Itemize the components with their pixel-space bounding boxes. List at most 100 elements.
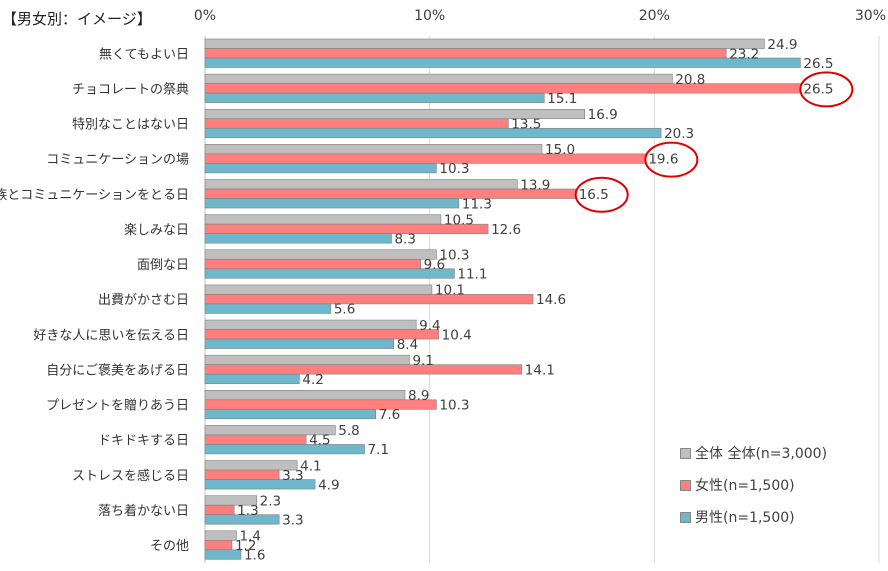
x-axis-ticks: 0% 10% 20% 30% <box>194 8 886 24</box>
bar-2-6 <box>204 268 455 279</box>
value-label-2-8: 8.4 <box>397 337 418 353</box>
value-label-1-1: 26.5 <box>803 81 833 97</box>
value-label-1-2: 13.5 <box>511 117 541 133</box>
value-label-0-14: 1.4 <box>239 529 260 545</box>
bar-1-1 <box>204 83 801 94</box>
highlight-circles <box>574 71 854 213</box>
value-label-0-2: 16.9 <box>588 107 618 123</box>
value-label-1-6: 9.6 <box>424 257 445 273</box>
legend: 全体 全体(n=3,000) 女性(n=1,500) 男性(n=1,500) <box>680 437 827 533</box>
category-label: その他 <box>150 539 189 554</box>
bar-1-7 <box>204 294 534 305</box>
value-label-1-7: 14.6 <box>536 292 566 308</box>
category-label: 出費がかさむ日 <box>98 293 189 308</box>
tick-label-10: 10% <box>414 8 445 24</box>
category-labels: 無くてもよい日チョコレートの祭典特別なことはない日コミュニケーションの場家族とコ… <box>0 47 189 554</box>
bar-2-7 <box>204 303 332 314</box>
value-label-2-9: 4.2 <box>302 372 323 388</box>
bar-2-9 <box>204 373 300 384</box>
value-label-0-0: 24.9 <box>767 37 797 53</box>
category-label: 落ち着かない日 <box>98 503 189 519</box>
bar-1-9 <box>204 364 523 375</box>
value-label-0-12: 4.1 <box>300 458 321 474</box>
value-label-0-9: 9.1 <box>412 353 433 369</box>
value-label-1-5: 12.6 <box>491 222 521 238</box>
bar-1-13 <box>204 504 235 515</box>
value-label-0-11: 5.8 <box>338 423 359 439</box>
value-label-2-11: 7.1 <box>368 442 389 458</box>
value-label-2-4: 11.3 <box>462 196 492 212</box>
legend-label-all: 全体 全体(n=3,000) <box>695 446 828 462</box>
value-label-2-0: 26.5 <box>803 56 833 72</box>
highlight-circle-1 <box>644 141 699 178</box>
bar-2-10 <box>204 408 377 420</box>
category-label: プレゼントを贈りあう日 <box>46 398 189 414</box>
legend-swatch-all <box>680 447 691 459</box>
bar-1-12 <box>204 469 280 480</box>
value-labels: 24.920.816.915.013.910.510.310.19.49.18.… <box>235 37 833 564</box>
value-label-2-5: 8.3 <box>394 231 415 247</box>
bar-2-2 <box>204 127 662 139</box>
bar-2-11 <box>204 444 365 455</box>
bar-0-10 <box>204 389 406 401</box>
value-label-1-14: 1.2 <box>235 538 256 554</box>
bar-2-5 <box>204 233 392 244</box>
value-label-1-11: 4.5 <box>309 433 330 449</box>
category-label: 自分にご褒美をあげる日 <box>46 362 189 378</box>
value-label-2-13: 3.3 <box>282 512 303 528</box>
category-label: チョコレートの祭典 <box>72 82 189 97</box>
value-label-1-8: 10.4 <box>442 327 472 343</box>
value-label-2-2: 20.3 <box>664 126 694 142</box>
bar-0-3 <box>204 144 543 155</box>
value-label-1-13: 1.3 <box>237 503 258 519</box>
legend-swatch-female <box>680 479 691 491</box>
value-label-2-1: 15.1 <box>547 91 577 107</box>
value-label-0-7: 10.1 <box>435 283 465 299</box>
legend-item-all: 全体 全体(n=3,000) <box>680 437 827 469</box>
chart-title: 【男女別：イメージ】 <box>2 10 152 28</box>
bar-0-7 <box>204 284 433 295</box>
category-label: 楽しみな日 <box>124 222 189 238</box>
bar-1-6 <box>204 258 421 270</box>
category-label: 家族とコミュニケーションをとる日 <box>0 187 189 203</box>
value-label-0-8: 9.4 <box>419 318 440 334</box>
value-label-1-12: 3.3 <box>282 468 303 484</box>
value-label-1-3: 19.6 <box>648 152 678 168</box>
bar-0-6 <box>204 249 437 260</box>
bars <box>204 38 801 560</box>
value-label-0-4: 13.9 <box>520 177 550 193</box>
bar-2-13 <box>204 514 280 525</box>
value-label-1-0: 23.2 <box>729 46 759 62</box>
bar-1-14 <box>204 540 233 551</box>
value-label-2-12: 4.9 <box>318 477 339 493</box>
value-label-0-1: 20.8 <box>675 72 705 88</box>
bar-2-14 <box>204 549 242 560</box>
category-label: コミュニケーションの場 <box>46 153 189 168</box>
legend-swatch-male <box>680 511 691 523</box>
bar-2-0 <box>204 57 801 68</box>
category-label: ドキドキする日 <box>98 434 189 449</box>
bar-2-8 <box>204 338 395 349</box>
legend-item-female: 女性(n=1,500) <box>680 469 827 501</box>
value-label-2-7: 5.6 <box>334 302 355 318</box>
value-label-1-10: 10.3 <box>439 398 469 414</box>
value-label-2-6: 11.1 <box>457 267 487 283</box>
category-label: 特別なことはない日 <box>72 118 189 133</box>
bar-2-1 <box>204 92 545 103</box>
category-label: ストレスを感じる日 <box>72 468 189 484</box>
bar-0-9 <box>204 354 410 365</box>
legend-label-female: 女性(n=1,500) <box>695 478 795 494</box>
highlight-circle-2 <box>574 176 629 213</box>
value-label-0-5: 10.5 <box>444 212 474 228</box>
value-label-0-3: 15.0 <box>545 142 575 158</box>
bar-2-3 <box>204 163 437 174</box>
category-label: 無くてもよい日 <box>99 47 189 62</box>
bar-0-0 <box>204 38 765 49</box>
highlight-circle-0 <box>799 71 854 108</box>
legend-item-male: 男性(n=1,500) <box>680 501 827 533</box>
legend-label-male: 男性(n=1,500) <box>695 510 795 526</box>
value-label-0-13: 2.3 <box>260 493 281 509</box>
bar-1-3 <box>204 153 646 164</box>
bar-1-0 <box>204 48 727 59</box>
bar-1-2 <box>204 118 509 129</box>
